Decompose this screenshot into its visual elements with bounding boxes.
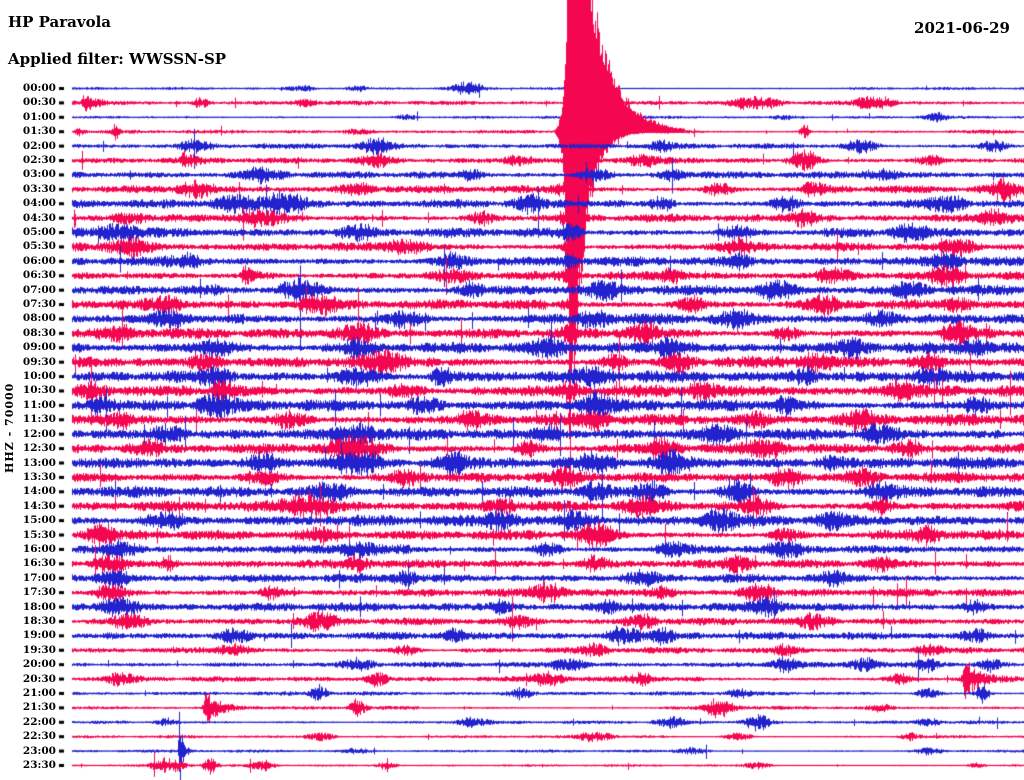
time-label: 01:00 [22,110,56,123]
time-label: 07:30 [22,298,56,311]
time-label: 08:30 [22,326,56,339]
time-label: 18:00 [22,600,56,613]
time-label: 19:00 [22,629,56,642]
time-label: 21:30 [22,701,56,714]
filter-label: Applied filter: WWSSN-SP [8,50,227,68]
time-label: 11:30 [22,413,56,426]
time-label: 11:00 [22,398,56,411]
time-label: 06:00 [22,254,56,267]
time-label: 22:30 [22,730,56,743]
time-label: 14:30 [22,499,56,512]
time-label: 15:30 [22,528,56,541]
time-label: 03:30 [22,182,56,195]
time-label: 10:00 [22,370,56,383]
plot-date: 2021-06-29 [914,19,1010,37]
time-label: 10:30 [22,384,56,397]
time-label: 01:30 [22,125,56,138]
time-label: 12:00 [22,427,56,440]
time-label: 23:00 [22,744,56,757]
time-label: 06:30 [22,269,56,282]
time-label: 12:30 [22,442,56,455]
time-label: 02:00 [22,139,56,152]
time-label: 04:00 [22,197,56,210]
time-label: 02:30 [22,154,56,167]
time-label: 20:00 [22,658,56,671]
channel-axis-label: HHZ - 70000 [3,382,16,473]
time-label: 07:00 [22,283,56,296]
time-label: 05:00 [22,226,56,239]
time-label: 18:30 [22,614,56,627]
time-label: 16:00 [22,542,56,555]
time-label: 14:00 [22,485,56,498]
time-label: 20:30 [22,672,56,685]
time-label: 23:30 [22,758,56,771]
time-label: 13:00 [22,456,56,469]
time-label: 15:00 [22,514,56,527]
time-label: 21:00 [22,686,56,699]
time-label: 22:00 [22,715,56,728]
time-label: 08:00 [22,312,56,325]
time-label: 03:00 [22,168,56,181]
time-label: 16:30 [22,557,56,570]
station-title: HP Paravola [8,13,112,31]
time-label: 09:30 [22,355,56,368]
time-label: 00:30 [22,96,56,109]
time-label: 19:30 [22,643,56,656]
time-label: 00:00 [22,82,56,94]
time-label: 05:30 [22,240,56,253]
time-label: 17:00 [22,571,56,584]
time-label: 04:30 [22,211,56,224]
time-label: 13:30 [22,470,56,483]
time-label: 17:30 [22,586,56,599]
time-label: 09:00 [22,341,56,354]
